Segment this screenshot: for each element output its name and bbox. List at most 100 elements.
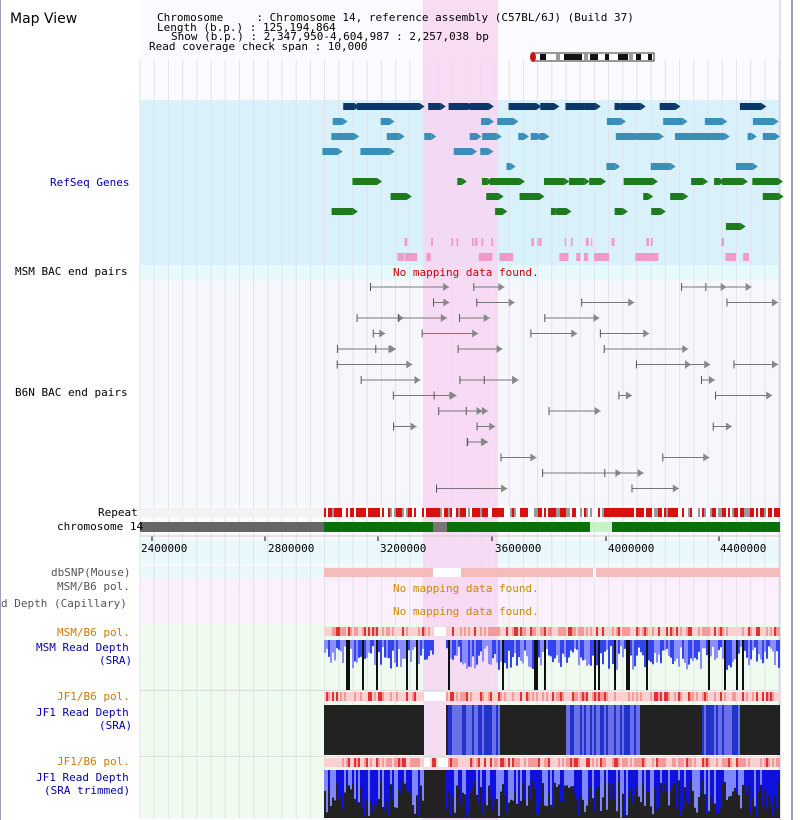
track-label-b6n-bac[interactable]: B6N BAC end pairs [15,386,128,399]
jf1-depth-bar [758,705,760,755]
jf1-pol-cell [348,692,350,701]
jf1-trim-depth-bar [744,770,746,818]
track-label-jf1-read-depth[interactable]: JF1 Read Depth [36,706,129,719]
jf1-depth-bar [362,705,364,755]
msm-depth-bar [324,640,326,653]
jf1-trim-depth-bar [566,770,568,818]
msm-pol-cell [638,627,640,636]
msm-depth-bar [594,640,596,690]
jf1-pol-cell [520,692,522,701]
jf1-trim-pol-cell [770,758,772,767]
jf1-trim-depth-bar [472,770,474,788]
msm-depth-bar [678,640,680,667]
repeat-cell [684,508,686,517]
gene-feature [390,103,409,110]
exon-block [650,253,659,261]
msm-depth-bar [454,640,456,656]
repeat-cell [334,508,336,517]
jf1-trim-pol-cell [570,758,572,767]
jf1-trim-pol-cell [376,758,378,767]
msm-depth-bar [708,640,710,690]
track-label-repeat[interactable]: Repeat [98,506,138,519]
jf1-pol-cell [464,692,466,701]
gene-arrow [653,133,659,140]
jf1-pol-cell [462,692,464,701]
jf1-trim-pol-cell [550,758,552,767]
jf1-trim-pol-cell [626,758,628,767]
jf1-depth-bar [602,705,604,755]
msm-depth-bar [570,640,572,651]
msm-depth-bar [716,640,718,658]
gene-feature [670,193,684,200]
track-label-msm-b6-pol-2[interactable]: MSM/B6 pol. [57,626,130,639]
jf1-depth-bar [748,705,750,755]
jf1-pol-cell [760,692,762,701]
msm-depth-bar [398,640,400,649]
msm-depth-bar [474,640,476,669]
jf1-trim-depth-bar [690,770,692,818]
jf1-depth-bar [530,705,532,755]
track-label-jf1-trimmed-sra[interactable]: (SRA trimmed) [44,784,131,797]
jf1-trim-pol-cell [556,758,558,767]
repeat-cell [362,508,364,517]
msm-depth-bar [626,640,628,690]
msm-depth-bar [688,640,690,665]
msm-depth-bar [460,640,462,663]
repeat-cell [768,508,770,517]
msm-pol-cell [410,627,412,636]
msm-pol-cell [514,627,516,636]
jf1-trim-depth-bar [630,770,632,818]
jf1-trim-depth-bar [352,770,354,818]
track-label-jf1-read-depth-sra[interactable]: (SRA) [99,719,133,732]
msm-depth-bar [338,640,340,650]
gene-feature [331,133,346,140]
jf1-depth-bar [470,705,472,755]
msm-pol-cell [562,627,564,636]
jf1-trim-depth-bar [642,770,644,818]
repeat-cell [570,508,572,517]
msm-pol-cell [706,627,708,636]
msm-depth-bar [470,640,472,668]
gene-feature [495,208,503,215]
track-label-msm-b6-pol-1[interactable]: MSM/B6 pol. [57,580,130,593]
msm-depth-bar [746,640,748,658]
jf1-depth-bar [754,705,756,755]
msm-pol-cell [352,627,354,636]
msm-pol-cell [440,627,442,636]
repeat-cell [490,508,492,517]
jf1-depth-bar [654,705,656,755]
msm-pol-cell [576,627,578,636]
jf1-pol-cell [600,692,602,701]
msm-pol-cell [370,627,372,636]
track-label-jf1-b6-pol-2[interactable]: JF1/B6 pol. [57,755,130,768]
track-label-msm-bac[interactable]: MSM BAC end pairs [15,265,128,278]
jf1-depth-bar [340,705,342,755]
repeat-cell [580,508,582,517]
track-label-jf1-trimmed[interactable]: JF1 Read Depth [36,771,129,784]
msm-pol-cell [452,627,454,636]
jf1-trim-depth-bar [692,770,694,791]
jf1-pol-cell [380,692,382,701]
track-label-refseq-genes[interactable]: RefSeq Genes [50,176,130,189]
repeat-cell [538,508,540,517]
track-label-chromosome[interactable]: chromosome 14 [57,520,144,533]
msm-depth-bar [384,640,386,658]
jf1-trim-pol-cell [492,758,494,767]
jf1-trim-depth-bar [624,770,626,817]
jf1-trim-pol-cell [596,758,598,767]
jf1-trim-depth-bar [404,770,406,784]
track-label-dbsnp[interactable]: dbSNP(Mouse) [51,566,131,579]
jf1-trim-pol-cell [624,758,626,767]
msm-pol-cell [358,627,360,636]
axis-tick-label: 4000000 [608,542,655,555]
msm-pol-cell [776,627,778,636]
jf1-depth-bar [480,705,482,755]
msm-pol-cell [404,627,406,636]
track-label-msm-read-depth-sra[interactable]: (SRA) [99,654,133,667]
track-label-read-depth-capillary[interactable]: d Depth (Capillary) [1,597,127,610]
axis-tick-label: 2800000 [268,542,315,555]
track-label-jf1-b6-pol-1[interactable]: JF1/B6 pol. [57,690,130,703]
jf1-depth-bar [416,705,418,755]
track-label-msm-read-depth[interactable]: MSM Read Depth [36,641,129,654]
